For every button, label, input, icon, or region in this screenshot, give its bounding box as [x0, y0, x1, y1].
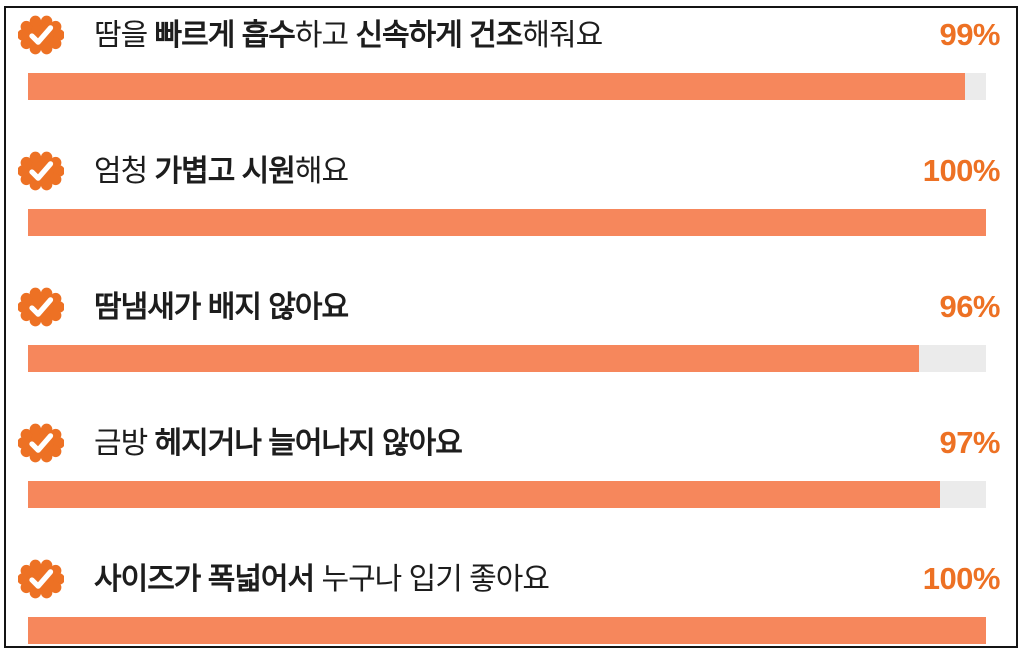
review-stat-row: 땀을 빠르게 흡수하고 신속하게 건조해줘요 99% — [6, 14, 1016, 100]
review-stat-header: 사이즈가 폭넓어서 누구나 입기 좋아요 100% — [6, 558, 1016, 600]
progress-bar-track — [28, 481, 986, 508]
progress-bar-track — [28, 209, 986, 236]
progress-bar-track — [28, 73, 986, 100]
review-stat-label: 땀을 빠르게 흡수하고 신속하게 건조해줘요 — [94, 18, 603, 52]
progress-bar-fill — [28, 481, 941, 508]
review-stat-label: 엄청 가볍고 시원해요 — [94, 154, 349, 188]
review-stat-header: 땀을 빠르게 흡수하고 신속하게 건조해줘요 99% — [6, 14, 1016, 56]
review-stat-row: 땀냄새가 배지 않아요 96% — [6, 286, 1016, 372]
review-stat-header: 땀냄새가 배지 않아요 96% — [6, 286, 1016, 328]
progress-bar-fill — [28, 617, 986, 644]
progress-bar-fill — [28, 209, 986, 236]
review-stat-header: 엄청 가볍고 시원해요 100% — [6, 150, 1016, 192]
progress-bar-fill — [28, 345, 919, 372]
review-stat-label: 금방 헤지거나 늘어나지 않아요 — [94, 426, 463, 460]
verified-badge-icon — [18, 287, 64, 327]
review-stats-panel: 땀을 빠르게 흡수하고 신속하게 건조해줘요 99% — [4, 6, 1018, 648]
review-stat-label: 사이즈가 폭넓어서 누구나 입기 좋아요 — [94, 562, 550, 596]
review-stat-percent: 99% — [939, 17, 1000, 52]
review-stat-percent: 100% — [922, 153, 1001, 188]
review-stat-row: 금방 헤지거나 늘어나지 않아요 97% — [6, 422, 1016, 508]
review-stat-percent: 97% — [939, 425, 1000, 460]
progress-bar-fill — [28, 73, 965, 100]
review-stat-label: 땀냄새가 배지 않아요 — [94, 290, 349, 324]
review-stat-row: 엄청 가볍고 시원해요 100% — [6, 150, 1016, 236]
review-stat-percent: 96% — [939, 289, 1000, 324]
verified-badge-icon — [18, 151, 64, 191]
verified-badge-icon — [18, 15, 64, 55]
review-stat-percent: 100% — [922, 561, 1001, 596]
review-stat-header: 금방 헤지거나 늘어나지 않아요 97% — [6, 422, 1016, 464]
progress-bar-track — [28, 345, 986, 372]
progress-bar-track — [28, 617, 986, 644]
verified-badge-icon — [18, 423, 64, 463]
review-stat-row: 사이즈가 폭넓어서 누구나 입기 좋아요 100% — [6, 558, 1016, 644]
verified-badge-icon — [18, 559, 64, 599]
